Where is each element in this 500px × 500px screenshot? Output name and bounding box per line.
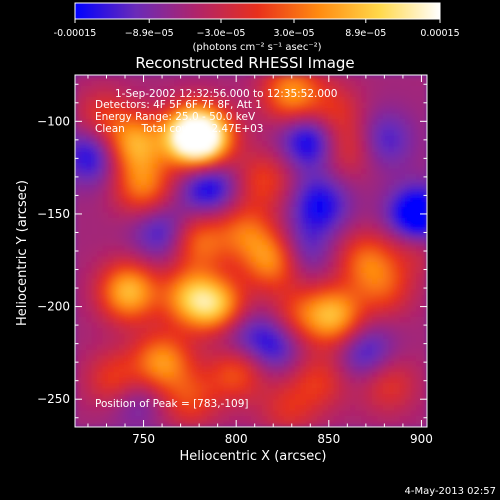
- x-tick-label: 900: [410, 432, 433, 446]
- colorbar-tick-label: −3.0e−05: [197, 28, 246, 39]
- colorbar-ticks: -0.00015 −8.9e−05 −3.0e−05 3.0e−05 8.9e−05 0.…: [54, 19, 460, 39]
- x-tick-label: 750: [132, 432, 155, 446]
- heatmap-area: [74, 74, 428, 428]
- colorbar-unit-label: (photons cm⁻² s⁻¹ asec⁻²): [192, 42, 321, 53]
- annotation-energy-range: Energy Range: 25.0 - 50.0 keV: [95, 111, 256, 123]
- colorbar-gradient: [74, 2, 441, 20]
- x-axis: 750 800 850 900: [87, 75, 433, 446]
- colorbar-tick-label: −8.9e−05: [125, 28, 174, 39]
- x-tick-label: 800: [225, 432, 248, 446]
- colorbar-tick-label: 8.9e−05: [345, 28, 386, 39]
- colorbar-tick-label: 0.00015: [420, 28, 459, 39]
- annotation-time-range: 1-Sep-2002 12:32:56.000 to 12:35:52.000: [115, 88, 337, 100]
- footer-date: 4-May-2013 02:57: [404, 486, 496, 497]
- colorbar-tick-label: -0.00015: [54, 28, 97, 39]
- y-tick-label: −150: [37, 207, 70, 221]
- peak-position-text: Position of Peak = [783,-109]: [95, 398, 249, 410]
- y-tick-label: −200: [37, 300, 70, 314]
- y-tick-label: −250: [37, 392, 70, 406]
- colorbar-tick-label: 3.0e−05: [273, 28, 314, 39]
- y-axis-label: Heliocentric Y (arcsec): [15, 180, 30, 326]
- y-axis: −100 −150 −200 −250: [37, 83, 427, 419]
- colorbar: -0.00015 −8.9e−05 −3.0e−05 3.0e−05 8.9e−05 0.…: [54, 2, 460, 53]
- x-tick-label: 850: [317, 432, 340, 446]
- annotation-block: 1-Sep-2002 12:32:56.000 to 12:35:52.000 …: [95, 88, 337, 410]
- x-axis-label: Heliocentric X (arcsec): [180, 449, 327, 464]
- annotation-detectors: Detectors: 4F 5F 6F 7F 8F, Att 1: [95, 99, 262, 111]
- chart-title: Reconstructed RHESSI Image: [135, 54, 354, 72]
- annotation-clean-counts: Clean Total counts: 2.47E+03: [95, 123, 264, 135]
- y-tick-label: −100: [37, 114, 70, 128]
